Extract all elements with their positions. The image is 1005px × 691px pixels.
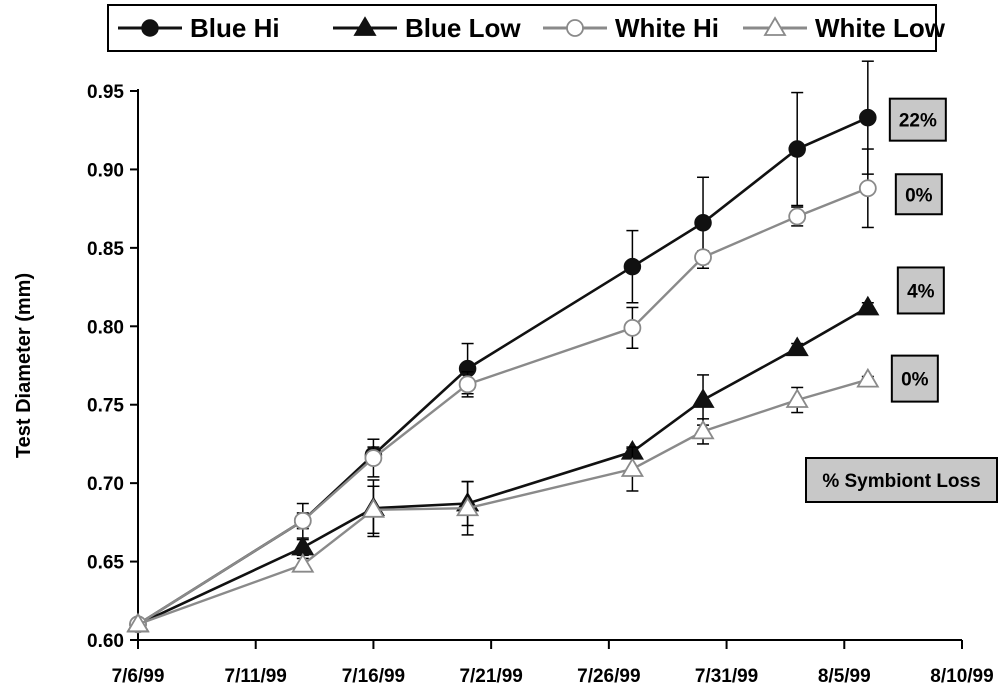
annotation-0: 0% [890,354,939,403]
series-line-white-low [137,378,869,626]
annotation-4: 4% [896,266,945,315]
x-tick-label: 7/31/99 [695,666,758,687]
annotation-box [896,266,945,315]
legend: Blue Hi Blue Low White Hi White Low [107,4,946,52]
y-tick-label: 0.80 [87,317,124,338]
annotation-box [888,97,947,142]
series-blue-hi [129,60,877,634]
data-point-white-low [785,388,809,408]
annotation-box [894,173,943,216]
data-point-white-low [361,498,386,518]
annotation-box [805,457,998,503]
annotation-0: 0% [894,173,943,216]
data-point-blue-low [856,295,880,316]
data-point-white-low [691,419,715,440]
y-tick-label: 0.65 [87,553,124,574]
legend-item-white-low: White Low [743,13,946,43]
data-point-blue-hi [694,214,712,232]
annotation-label: 4% [907,281,935,302]
series-white-low [126,367,880,633]
data-point-white-hi [858,179,877,198]
y-tick-label: 0.60 [87,631,124,652]
legend-marker [141,19,159,37]
y-tick-label: 0.75 [87,396,124,417]
data-point-white-low [620,457,644,477]
data-point-white-hi [694,248,712,267]
data-point-blue-hi [788,140,806,158]
annotation-label: 0% [901,370,929,391]
data-point-white-low [856,367,880,388]
annotation-symbiont-loss: % Symbiont Loss [805,457,998,503]
legend-item-blue-low: Blue Low [333,13,521,43]
data-point-white-hi [364,449,383,467]
data-point-blue-low [291,535,315,556]
data-point-white-low [291,552,315,573]
legend-label: White Low [815,13,946,43]
series-line-blue-low [137,306,869,626]
data-point-white-hi [623,318,642,337]
annotation-label: % Symbiont Loss [822,471,980,492]
legend-label: Blue Hi [190,13,280,43]
data-point-blue-hi [859,108,877,127]
data-point-white-hi [458,375,477,394]
series-white-hi [129,148,877,634]
legend-item-white-hi: White Hi [543,13,719,43]
annotation-label: 22% [899,111,937,132]
data-point-white-hi [293,511,312,530]
axes: 0.60 0.65 0.70 0.75 0.80 0.85 0.90 0.95 7/6/99 7/… [13,82,994,687]
annotation-22: 22% [888,97,947,142]
data-point-blue-low [691,388,715,408]
x-tick-label: 7/11/99 [225,666,287,687]
y-tick-label: 0.85 [87,239,124,260]
legend-item-blue-hi: Blue Hi [118,13,280,43]
y-tick-label: 0.95 [87,82,124,103]
data-point-blue-hi [623,257,642,276]
data-point-white-low [456,496,480,517]
y-tick-label: 0.70 [87,474,124,495]
legend-marker [763,16,787,36]
data-point-white-low [126,612,150,633]
annotation-label: 0% [905,185,933,206]
series-layer [126,60,880,634]
x-tick-label: 7/21/99 [459,666,522,687]
data-point-blue-low [785,336,809,357]
y-tick-label: 0.90 [87,160,124,181]
series-line-white-hi [137,187,869,626]
y-axis-title: Test Diameter (mm) [13,273,35,458]
x-tick-label: 8/10/99 [930,666,993,687]
annotations: 22% 0% 4% 0% % Symbiont Loss [805,97,998,503]
legend-label: Blue Low [405,13,521,43]
legend-marker [566,19,584,37]
legend-label: White Hi [615,13,719,43]
data-point-white-hi [788,207,807,226]
x-tick-label: 7/16/99 [342,666,405,687]
legend-marker [353,16,377,36]
x-tick-label: 7/6/99 [112,666,165,687]
x-tick-label: 7/26/99 [577,666,640,687]
x-tick-label: 8/5/99 [818,666,871,687]
annotation-box [890,354,939,403]
